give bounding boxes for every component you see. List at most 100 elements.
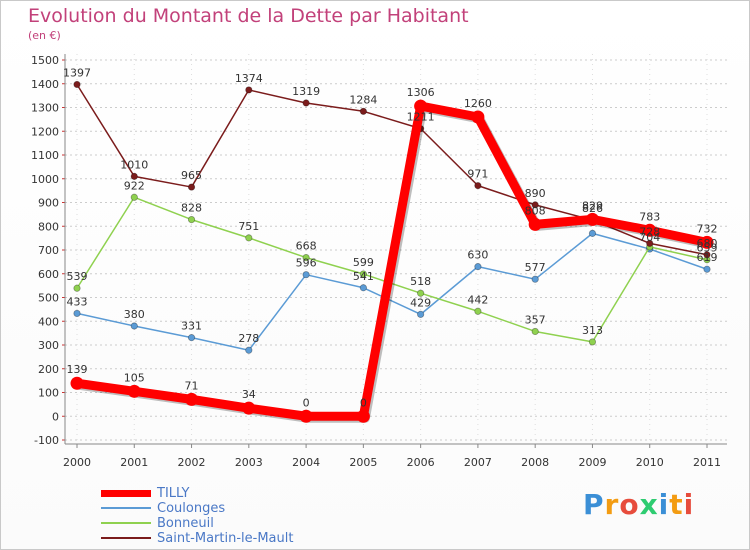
- data-label-saint-martin-le-mault: 1211: [407, 111, 435, 124]
- y-tick-label: 500: [38, 292, 59, 305]
- x-tick-label: 2006: [407, 456, 435, 469]
- data-point-saint-martin-le-mault: [703, 251, 711, 259]
- data-label-bonneuil: 442: [467, 293, 488, 306]
- data-point-coulonges: [588, 229, 597, 237]
- data-label-coulonges: 630: [467, 249, 488, 262]
- data-label-coulonges: 380: [124, 308, 145, 321]
- data-point-bonneuil: [187, 216, 196, 224]
- y-tick-label: 100: [38, 387, 59, 400]
- legend-swatch-coulonges: [101, 507, 151, 509]
- data-label-bonneuil: 659: [697, 242, 718, 255]
- data-point-saint-martin-le-mault: [73, 80, 81, 89]
- data-label-bonneuil: 313: [582, 324, 603, 337]
- y-tick-label: 900: [38, 197, 59, 210]
- data-point-tilly: [585, 212, 599, 226]
- data-point-coulonges: [359, 284, 367, 292]
- data-label-tilly: 71: [185, 379, 199, 392]
- data-label-bonneuil: 518: [410, 275, 431, 288]
- data-label-saint-martin-le-mault: 728: [639, 225, 660, 238]
- data-label-bonneuil: 922: [124, 179, 145, 192]
- y-tick-label: 600: [38, 268, 59, 281]
- y-tick-label: 800: [38, 220, 59, 233]
- data-point-bonneuil: [417, 289, 425, 297]
- x-tick-label: 2002: [178, 456, 206, 469]
- data-point-coulonges: [474, 263, 482, 271]
- legend-label-saint-martin-le-mault: Saint-Martin-le-Mault: [157, 530, 294, 546]
- y-tick-label: 1400: [31, 78, 59, 91]
- chart-title: Evolution du Montant de la Dette par Hab…: [28, 5, 469, 27]
- data-point-saint-martin-le-mault: [531, 201, 539, 209]
- legend-item-coulonges: Coulonges: [101, 501, 225, 516]
- logo-letter: x: [639, 488, 659, 521]
- chart-subtitle: (en €): [28, 29, 61, 42]
- x-tick-label: 2007: [464, 456, 492, 469]
- data-label-coulonges: 577: [525, 261, 546, 274]
- y-tick-label: 1100: [31, 149, 59, 162]
- y-tick-label: 700: [38, 244, 59, 257]
- data-point-saint-martin-le-mault: [646, 239, 654, 247]
- data-point-saint-martin-le-mault: [245, 86, 253, 94]
- logo-letter: o: [619, 488, 640, 521]
- y-tick-label: 1500: [31, 54, 59, 67]
- data-point-tilly: [127, 384, 141, 398]
- data-point-tilly: [700, 235, 714, 249]
- series-line-coulonges: [76, 232, 708, 351]
- series-line-tilly: [76, 101, 708, 421]
- data-point-tilly: [471, 110, 485, 124]
- x-tick-label: 2005: [349, 456, 377, 469]
- proxiti-logo: Proxiti: [583, 488, 694, 521]
- data-label-tilly: 829: [582, 199, 603, 212]
- legend-swatch-tilly: [101, 489, 151, 497]
- data-label-coulonges: 541: [353, 270, 374, 283]
- data-label-coulonges: 619: [697, 251, 718, 264]
- data-label-tilly: 1306: [407, 86, 435, 99]
- data-point-saint-martin-le-mault: [130, 172, 138, 180]
- data-point-saint-martin-le-mault: [359, 107, 367, 115]
- data-point-tilly: [643, 223, 657, 237]
- data-point-tilly: [70, 376, 84, 390]
- y-tick-label: -100: [34, 434, 59, 447]
- data-label-saint-martin-le-mault: 1284: [349, 93, 377, 106]
- x-tick-label: 2009: [578, 456, 606, 469]
- data-label-tilly: 0: [303, 396, 310, 409]
- data-label-bonneuil: 751: [238, 220, 259, 233]
- data-point-bonneuil: [73, 284, 81, 292]
- data-point-saint-martin-le-mault: [302, 99, 310, 107]
- legend-item-saint-martin-le-mault: Saint-Martin-le-Mault: [101, 530, 294, 546]
- y-tick-label: 400: [38, 315, 59, 328]
- data-label-saint-martin-le-mault: 680: [697, 237, 718, 250]
- data-point-coulonges: [245, 346, 253, 354]
- data-point-tilly: [242, 401, 256, 415]
- logo-letter: r: [604, 488, 620, 521]
- data-label-saint-martin-le-mault: 890: [525, 187, 546, 200]
- data-label-tilly: 808: [525, 204, 546, 217]
- data-label-bonneuil: 539: [67, 270, 88, 283]
- legend-item-tilly: TILLY: [101, 486, 189, 501]
- data-label-bonneuil: 599: [353, 256, 374, 269]
- data-point-bonneuil: [130, 193, 138, 201]
- data-point-coulonges: [73, 309, 81, 318]
- data-label-bonneuil: 668: [296, 240, 317, 253]
- y-tick-label: 1000: [31, 173, 59, 186]
- data-point-coulonges: [130, 322, 138, 330]
- x-tick-label: 2003: [235, 456, 263, 469]
- legend-label-bonneuil: Bonneuil: [157, 515, 214, 531]
- data-point-bonneuil: [474, 307, 482, 315]
- legend-swatch-bonneuil: [101, 522, 151, 524]
- data-point-saint-martin-le-mault: [474, 182, 482, 190]
- logo-letter: i: [658, 488, 670, 521]
- logo-letter: t: [669, 488, 684, 521]
- data-point-bonneuil: [531, 327, 539, 336]
- data-label-bonneuil: 828: [181, 202, 202, 215]
- data-point-bonneuil: [302, 254, 310, 262]
- data-point-bonneuil: [245, 234, 253, 242]
- data-label-bonneuil: 357: [525, 313, 546, 326]
- data-point-coulonges: [703, 265, 711, 273]
- data-label-coulonges: 278: [238, 332, 259, 345]
- data-label-saint-martin-le-mault: 1397: [63, 66, 91, 79]
- data-point-bonneuil: [588, 338, 597, 346]
- data-point-tilly: [299, 409, 313, 423]
- data-label-tilly: 139: [67, 363, 88, 376]
